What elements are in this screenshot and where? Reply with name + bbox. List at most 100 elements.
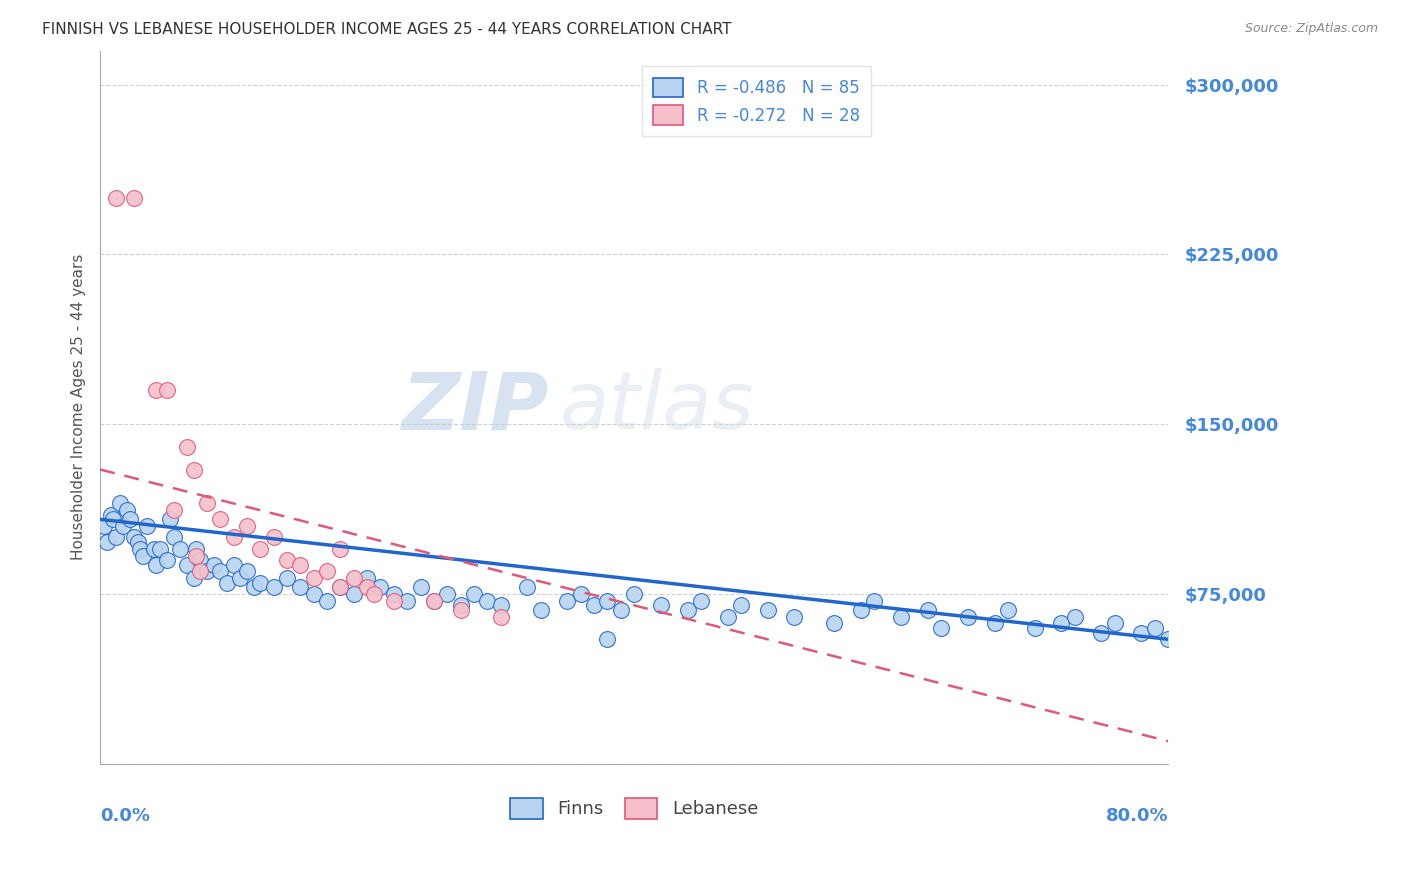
Point (249, 541, 271, 556)
Point (557, 594, 579, 608)
Point (159, 512, 181, 526)
Point (716, 609, 738, 624)
Point (450, 599, 472, 613)
Point (96, 535, 118, 549)
Point (229, 571, 252, 585)
Point (983, 616, 1005, 631)
Point (890, 609, 912, 624)
Point (489, 599, 512, 613)
Point (1050, 616, 1073, 631)
Point (145, 384, 167, 398)
Point (142, 541, 165, 556)
Point (222, 530, 245, 544)
Point (236, 565, 259, 579)
Point (108, 496, 131, 510)
Point (242, 580, 264, 594)
Point (122, 191, 145, 205)
Legend: Finns, Lebanese: Finns, Lebanese (503, 791, 765, 826)
Text: 0.0%: 0.0% (100, 806, 150, 824)
Point (329, 580, 352, 594)
Point (195, 496, 218, 510)
Point (1063, 609, 1085, 624)
Point (263, 530, 285, 544)
Point (583, 599, 606, 613)
Point (122, 530, 145, 544)
Point (103, 512, 125, 526)
Point (956, 609, 979, 624)
Point (263, 580, 285, 594)
Point (516, 580, 538, 594)
Point (596, 594, 619, 608)
Point (823, 616, 845, 631)
Point (450, 603, 472, 617)
Point (356, 580, 378, 594)
Point (1130, 625, 1153, 640)
Point (209, 512, 232, 526)
Point (111, 519, 134, 533)
Point (186, 541, 208, 556)
Point (93, 519, 115, 533)
Point (396, 594, 419, 608)
Point (290, 558, 312, 572)
Point (276, 571, 298, 585)
Point (423, 594, 446, 608)
Point (382, 594, 405, 608)
Point (249, 575, 271, 590)
Point (118, 512, 141, 526)
Point (176, 440, 198, 454)
Point (343, 587, 366, 601)
Point (135, 519, 157, 533)
Point (162, 530, 184, 544)
Point (145, 558, 167, 572)
Point (183, 571, 205, 585)
Point (105, 191, 128, 205)
Point (382, 587, 405, 601)
Point (176, 558, 198, 572)
Point (183, 462, 205, 476)
Point (690, 594, 713, 608)
Y-axis label: Householder Income Ages 25 - 44 years: Householder Income Ages 25 - 44 years (72, 254, 86, 560)
Point (222, 558, 245, 572)
Point (195, 565, 218, 579)
Point (129, 541, 152, 556)
Point (756, 603, 779, 617)
Point (105, 530, 128, 544)
Point (997, 603, 1019, 617)
Text: Source: ZipAtlas.com: Source: ZipAtlas.com (1244, 22, 1378, 36)
Text: 80.0%: 80.0% (1105, 806, 1168, 824)
Point (115, 503, 138, 517)
Point (783, 609, 806, 624)
Text: atlas: atlas (560, 368, 754, 446)
Text: ZIP: ZIP (401, 368, 548, 446)
Point (1104, 616, 1126, 631)
Point (100, 508, 122, 522)
Point (929, 621, 952, 635)
Point (329, 541, 352, 556)
Point (302, 571, 325, 585)
Point (209, 565, 232, 579)
Point (188, 565, 211, 579)
Point (169, 541, 191, 556)
Point (276, 553, 298, 567)
Point (156, 553, 179, 567)
Point (917, 603, 939, 617)
Point (596, 632, 619, 647)
Point (356, 571, 378, 585)
Point (162, 503, 184, 517)
Point (156, 384, 179, 398)
Point (463, 587, 485, 601)
Point (149, 541, 172, 556)
Point (489, 609, 512, 624)
Point (316, 594, 339, 608)
Point (186, 549, 208, 563)
Point (610, 603, 633, 617)
Point (290, 580, 312, 594)
Point (676, 603, 699, 617)
Point (302, 587, 325, 601)
Point (202, 558, 225, 572)
Point (1090, 625, 1112, 640)
Point (236, 519, 259, 533)
Point (409, 580, 432, 594)
Point (215, 575, 238, 590)
Point (343, 571, 366, 585)
